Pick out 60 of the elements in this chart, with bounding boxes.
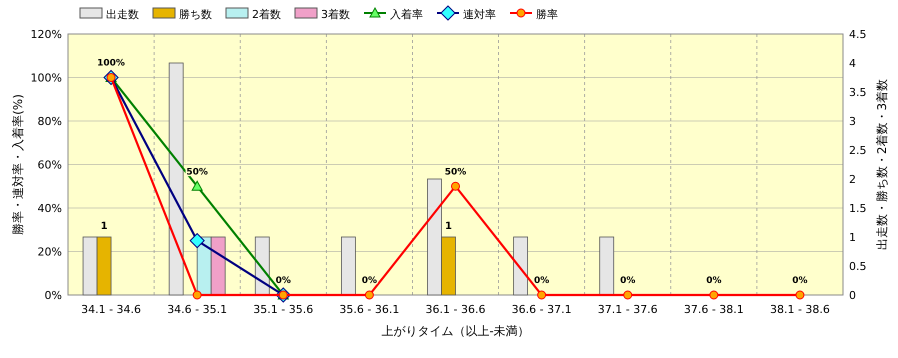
y2-tick-label: 3 <box>849 115 856 128</box>
data-label: 50% <box>186 167 208 178</box>
x-tick-label: 38.1 - 38.6 <box>770 303 830 316</box>
y-tick-label: 0% <box>44 289 62 302</box>
legend-label: 連対率 <box>463 8 496 21</box>
y2-tick-label: 0 <box>849 289 856 302</box>
y-tick-label: 20% <box>38 246 62 258</box>
data-label: 0% <box>620 276 636 286</box>
x-tick-label: 35.6 - 36.1 <box>339 303 400 316</box>
y-tick-label: 100% <box>30 72 62 84</box>
data-label: 0% <box>362 276 378 286</box>
y2-tick-label: 4.5 <box>849 28 866 41</box>
data-label: 0% <box>792 276 808 286</box>
legend-label: 入着率 <box>390 8 423 21</box>
y-tick-label: 80% <box>38 115 62 128</box>
y-tick-label: 40% <box>38 202 62 215</box>
bar <box>340 236 356 296</box>
point <box>364 290 374 300</box>
x-tick-label: 34.1 - 34.6 <box>81 303 142 316</box>
point <box>192 180 203 191</box>
x-tick-label: 34.6 - 35.1 <box>167 303 228 316</box>
bar <box>168 62 184 296</box>
x-axis-title: 上がりタイム（以上-未満） <box>381 324 530 338</box>
legend-label: 勝率 <box>536 8 558 21</box>
y2-tick-label: 1 <box>849 231 856 244</box>
data-label: 100% <box>97 58 125 68</box>
data-label: 50% <box>444 167 466 178</box>
data-label: 0% <box>706 276 722 286</box>
point <box>709 290 718 300</box>
data-label: 1 <box>445 221 452 232</box>
x-tick-label: 37.1 - 37.6 <box>598 303 658 316</box>
y2-tick-label: 0.5 <box>849 260 866 273</box>
y-tick-label: 60% <box>38 158 62 172</box>
point <box>537 290 546 300</box>
legend-label: 勝ち数 <box>179 8 212 21</box>
x-tick-label: 35.1 - 35.6 <box>253 303 314 316</box>
point <box>623 290 632 300</box>
y2-tick-label: 2.5 <box>849 144 866 157</box>
y2-tick-label: 1.5 <box>849 202 866 215</box>
data-label: 1 <box>100 221 108 232</box>
y-axis-title: 勝率・連対率・入着率(%) <box>11 94 25 235</box>
point <box>190 233 205 248</box>
y-tick-label: 120% <box>30 28 62 41</box>
data-label: 0% <box>276 276 291 286</box>
legend-label: 3着数 <box>321 8 350 21</box>
bar <box>513 236 528 296</box>
y2-tick-label: 4 <box>849 57 856 70</box>
point <box>795 290 804 300</box>
data-label: 0% <box>534 276 550 286</box>
y2-tick-label: 2 <box>849 173 856 186</box>
y2-axis-title: 出走数・勝ち数・2着数・3着数 <box>875 78 889 250</box>
bar <box>599 236 614 296</box>
y2-tick-label: 3.5 <box>849 86 866 99</box>
legend-label: 2着数 <box>252 8 281 21</box>
legend-label: 出走数 <box>106 8 139 21</box>
x-tick-label: 36.6 - 37.1 <box>512 303 572 316</box>
point <box>192 290 202 300</box>
point <box>451 182 460 191</box>
x-tick-label: 37.6 - 38.1 <box>684 303 744 316</box>
x-tick-label: 36.1 - 36.6 <box>426 303 486 316</box>
